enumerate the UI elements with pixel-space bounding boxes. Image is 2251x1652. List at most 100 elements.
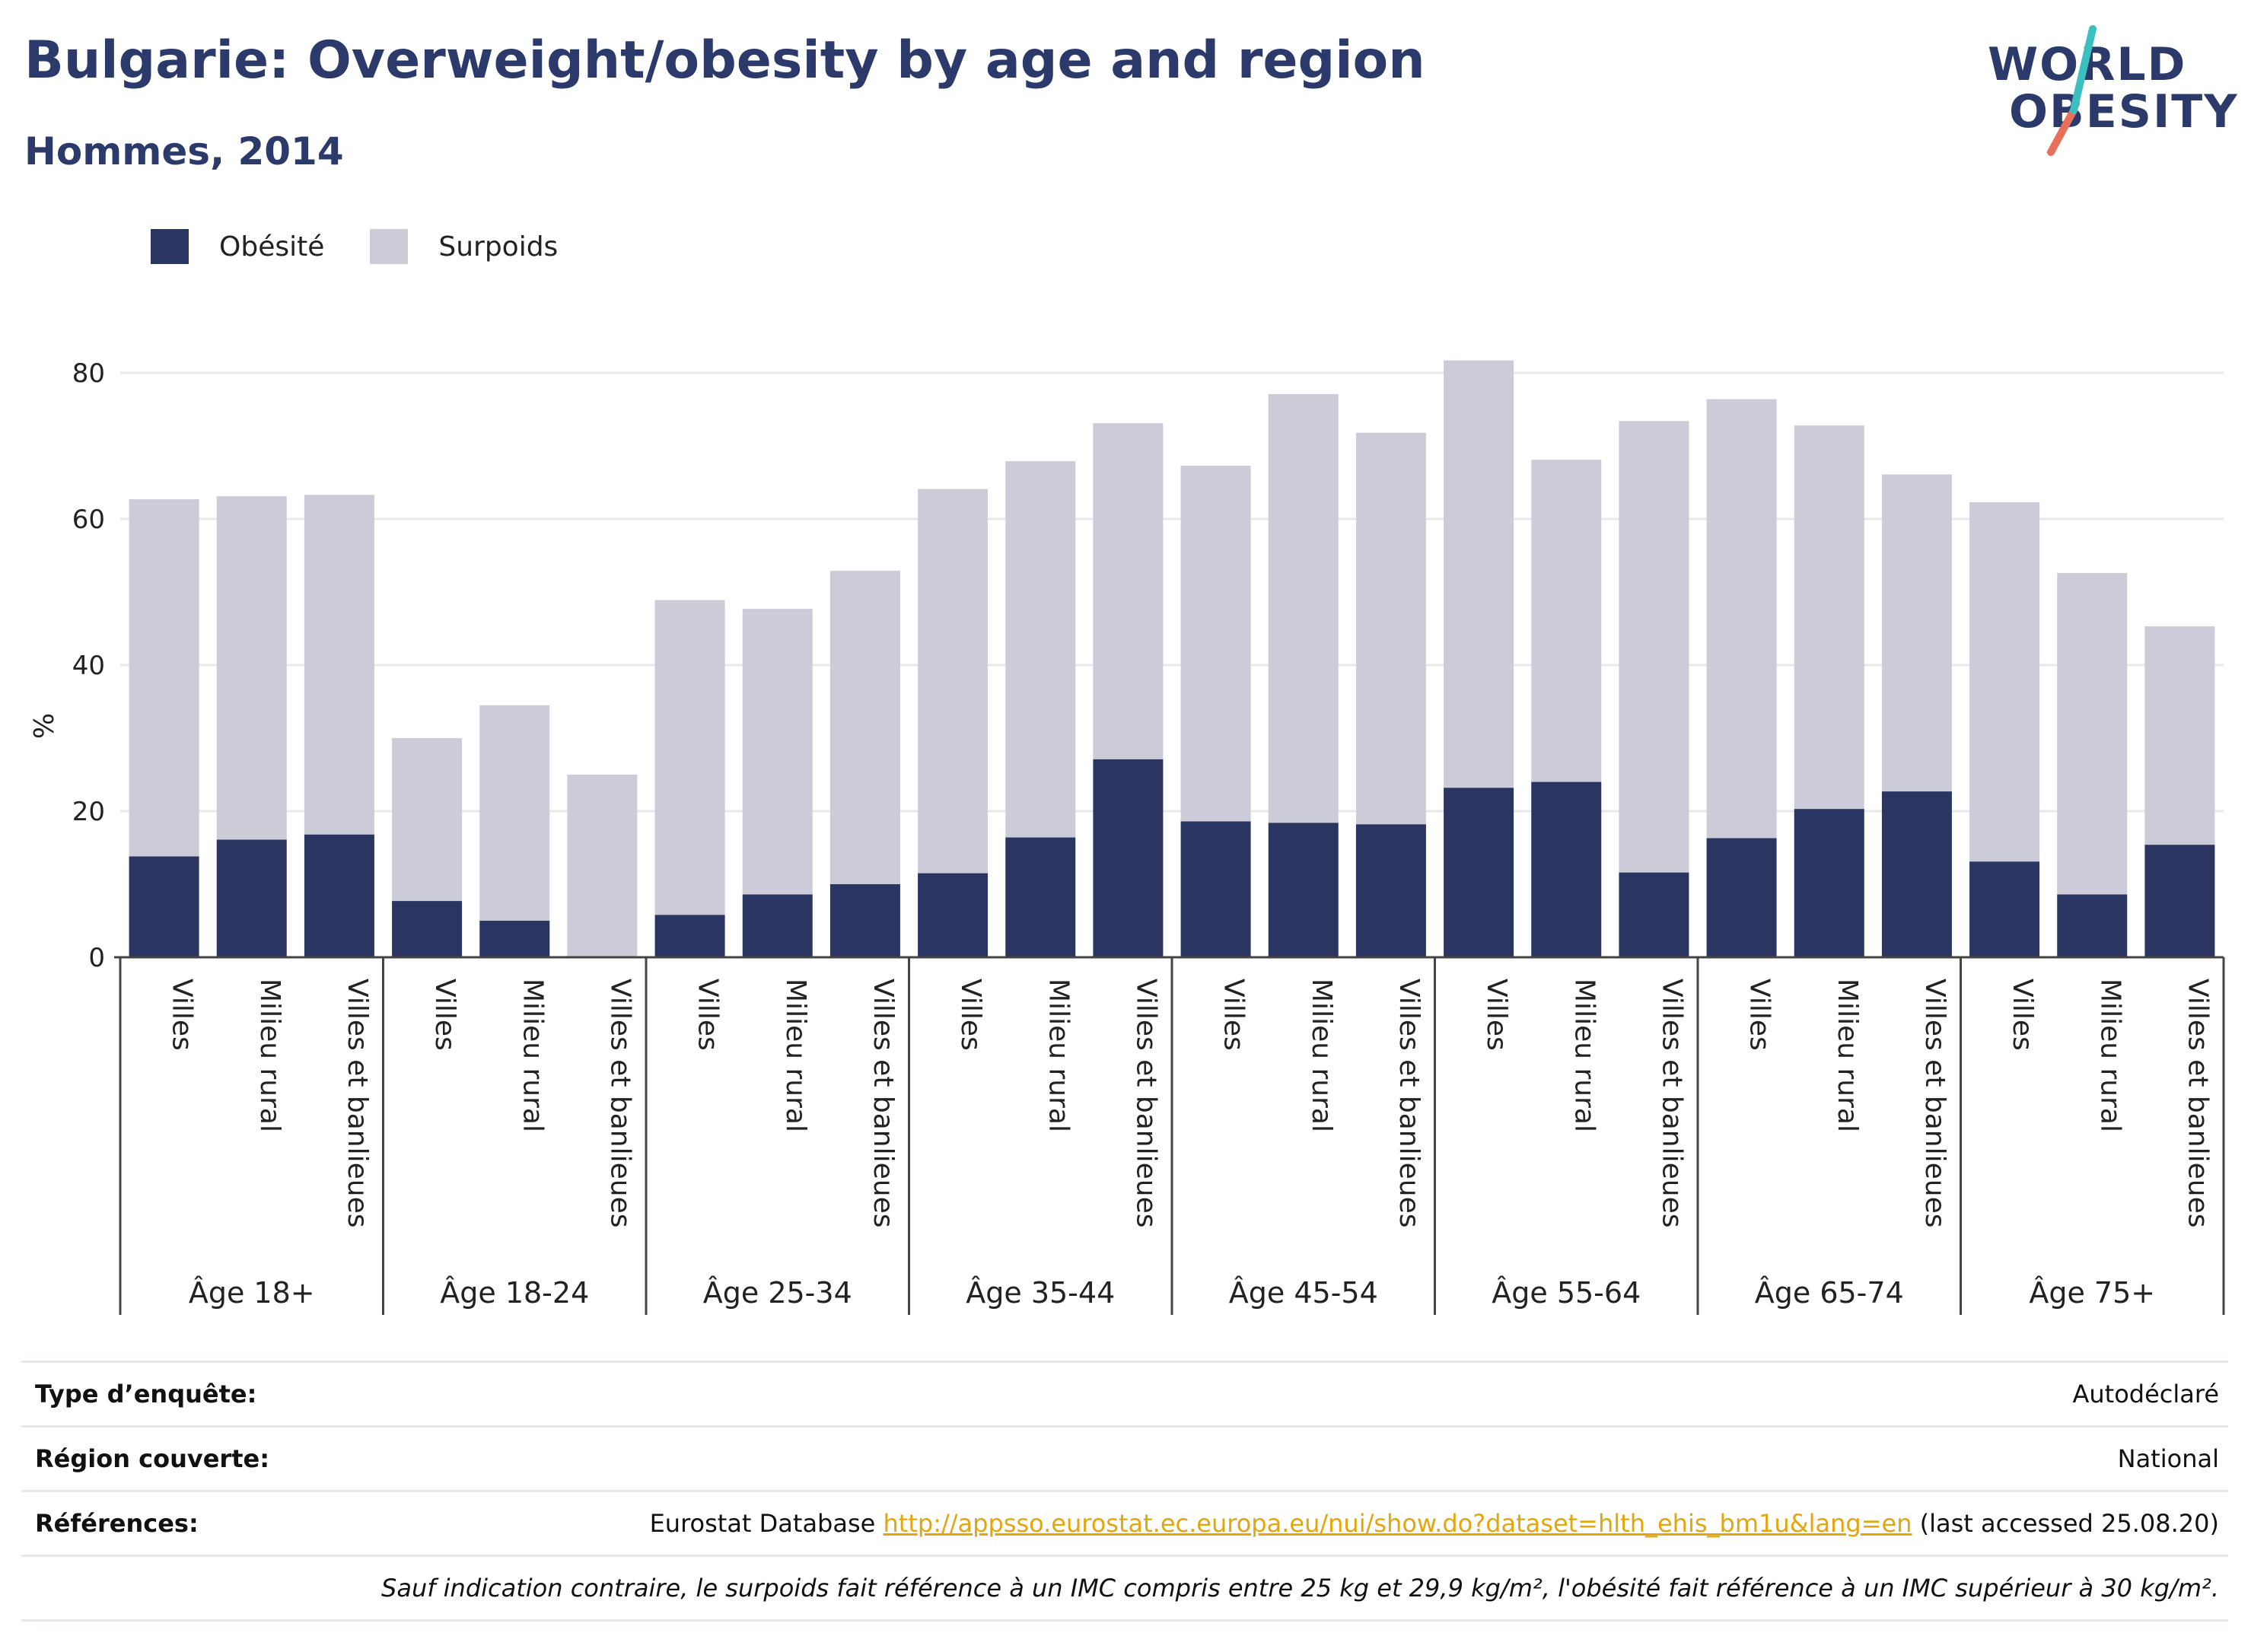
legend-item-surpoids: Surpoids xyxy=(370,229,558,264)
bar-surpoids xyxy=(2144,626,2215,845)
x-subcategory-label: Villes xyxy=(167,979,198,1051)
stacked-bar-chart: 0 20 40 60 80% Villes Milieu rural Villes et ba… xyxy=(29,358,2225,1315)
y-tick-label: 80 xyxy=(72,358,105,389)
x-subcategory-label: Villes xyxy=(1481,979,1512,1051)
bar-obesite xyxy=(918,873,989,957)
x-subcategory-label: Villes et banlieues xyxy=(868,979,899,1228)
x-subcategory-label: Villes xyxy=(1218,979,1250,1051)
bar-surpoids xyxy=(829,571,900,884)
x-subcategory-label: Milieu rural xyxy=(2094,979,2125,1132)
x-group-label: Âge 45-54 xyxy=(1229,1276,1378,1310)
info-key: Région couverte: xyxy=(35,1444,269,1473)
bar-obesite xyxy=(2057,894,2128,957)
legend-swatch-surpoids xyxy=(370,229,409,264)
bar-obesite xyxy=(304,834,374,957)
bar-surpoids xyxy=(1706,399,1777,839)
bar-surpoids xyxy=(479,705,550,921)
x-group-label: Âge 18-24 xyxy=(440,1276,589,1310)
x-subcategory-label: Villes xyxy=(1744,979,1775,1051)
bar-obesite xyxy=(392,901,463,957)
chart-legend: Obésité Surpoids xyxy=(151,225,603,268)
bar-surpoids xyxy=(1531,460,1602,782)
info-key: Références: xyxy=(35,1509,199,1538)
bar-surpoids xyxy=(1005,461,1076,838)
info-value: Eurostat Database http://appsso.eurostat… xyxy=(650,1509,2219,1538)
x-subcategory-label: Milieu rural xyxy=(254,979,285,1132)
y-axis-title: % xyxy=(29,713,60,739)
x-subcategory-label: Milieu rural xyxy=(1306,979,1337,1132)
x-subcategory-label: Villes et banlieues xyxy=(1656,979,1687,1228)
info-row-region: Région couverte: National xyxy=(21,1425,2228,1490)
bar-surpoids xyxy=(392,738,463,902)
reference-link[interactable]: http://appsso.eurostat.ec.europa.eu/nui/… xyxy=(883,1509,1912,1538)
x-subcategory-label: Villes et banlieues xyxy=(2182,979,2213,1228)
bar-obesite xyxy=(1268,823,1339,957)
reference-prefix: Eurostat Database xyxy=(649,1509,884,1538)
world-obesity-logo: WORLD OBESITY xyxy=(1979,23,2237,160)
bar-surpoids xyxy=(1969,501,2040,862)
x-group-label: Âge 55-64 xyxy=(1492,1276,1641,1310)
bar-obesite xyxy=(1794,809,1864,957)
x-subcategory-label: Villes xyxy=(429,979,460,1051)
bar-obesite xyxy=(1444,788,1514,957)
legend-swatch-obesite xyxy=(151,229,189,264)
bar-obesite xyxy=(1969,861,2040,957)
bar-obesite xyxy=(1881,791,1952,957)
info-table: Type d’enquête: Autodéclaré Région couve… xyxy=(21,1361,2228,1622)
bar-surpoids xyxy=(1180,465,1251,822)
y-tick-label: 60 xyxy=(72,505,105,535)
page-subtitle: Hommes, 2014 xyxy=(24,129,344,173)
bar-obesite xyxy=(1093,759,1164,957)
x-subcategory-label: Villes et banlieues xyxy=(1393,979,1425,1227)
bar-obesite xyxy=(1619,872,1689,957)
y-tick-label: 40 xyxy=(72,651,105,681)
bar-obesite xyxy=(654,915,725,957)
bar-surpoids xyxy=(1355,432,1426,825)
info-row-note: Sauf indication contraire, le surpoids f… xyxy=(21,1555,2228,1622)
x-subcategory-label: Villes et banlieues xyxy=(342,979,373,1228)
bar-obesite xyxy=(1706,838,1777,957)
x-subcategory-label: Milieu rural xyxy=(1832,979,1863,1132)
info-value: National xyxy=(2117,1444,2219,1473)
bar-obesite xyxy=(1005,837,1076,957)
x-group-label: Âge 18+ xyxy=(189,1276,315,1310)
bar-obesite xyxy=(829,884,900,957)
bar-obesite xyxy=(1180,821,1251,957)
bar-surpoids xyxy=(1268,393,1339,823)
bar-surpoids xyxy=(304,495,374,835)
legend-item-obesite: Obésité xyxy=(151,229,324,264)
bar-obesite xyxy=(1531,781,1602,957)
bar-obesite xyxy=(742,894,813,957)
bar-surpoids xyxy=(216,496,287,840)
bar-surpoids xyxy=(654,600,725,915)
legend-label-obesite: Obésité xyxy=(219,231,325,263)
reference-suffix: (last accessed 25.08.20) xyxy=(1912,1509,2219,1538)
x-subcategory-label: Villes xyxy=(692,979,724,1051)
bar-surpoids xyxy=(1794,425,1864,810)
x-group-label: Âge 35-44 xyxy=(966,1276,1115,1310)
bar-surpoids xyxy=(1093,423,1164,759)
bar-obesite xyxy=(129,856,199,957)
bar-obesite xyxy=(479,921,550,957)
x-group-label: Âge 25-34 xyxy=(703,1276,852,1310)
info-value: Autodéclaré xyxy=(2072,1380,2219,1408)
x-group-label: Âge 75+ xyxy=(2029,1276,2155,1310)
bar-surpoids xyxy=(2057,573,2128,895)
bar-surpoids xyxy=(742,609,813,895)
y-tick-label: 20 xyxy=(72,797,105,827)
bar-obesite xyxy=(216,839,287,957)
x-subcategory-label: Villes et banlieues xyxy=(1130,979,1161,1228)
x-subcategory-label: Villes et banlieues xyxy=(604,979,635,1228)
logo-slash-icon xyxy=(2047,25,2097,156)
legend-label-surpoids: Surpoids xyxy=(438,231,559,263)
y-tick-label: 0 xyxy=(88,943,105,973)
bar-surpoids xyxy=(1881,474,1952,792)
x-subcategory-label: Milieu rural xyxy=(780,979,811,1132)
info-row-references: Références: Eurostat Database http://app… xyxy=(21,1490,2228,1555)
x-subcategory-label: Villes xyxy=(955,979,986,1051)
x-subcategory-label: Milieu rural xyxy=(1043,979,1074,1132)
bar-obesite xyxy=(1355,824,1426,957)
x-subcategory-label: Milieu rural xyxy=(1568,979,1600,1132)
logo-line-2: OBESITY xyxy=(2009,85,2239,138)
x-group-label: Âge 65-74 xyxy=(1755,1276,1904,1310)
